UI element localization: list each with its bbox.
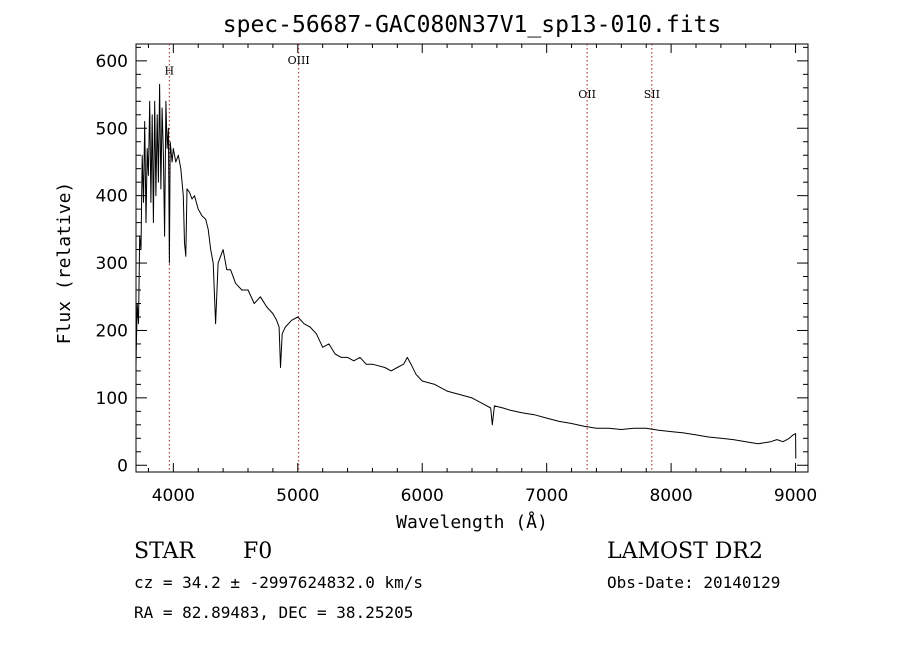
y-tick-label: 0 bbox=[117, 456, 128, 476]
y-tick-label: 100 bbox=[96, 389, 128, 409]
plot-area: 4000 5000 6000 7000 8000 9000 0 100 200 300 400 500… bbox=[96, 43, 817, 506]
spectrum-series-line bbox=[135, 83, 797, 459]
plot-frame bbox=[135, 43, 809, 473]
ra-dec-line: RA = 82.89483, DEC = 38.25205 bbox=[134, 603, 413, 622]
redshift-line: cz = 34.2 ± -2997624832.0 km/s bbox=[134, 573, 423, 592]
x-tick-label: 4000 bbox=[152, 486, 195, 506]
emission-line-label: OII bbox=[578, 88, 596, 101]
y-tick-label: 200 bbox=[96, 321, 128, 341]
y-tick-label: 600 bbox=[96, 52, 128, 72]
y-tick-label: 500 bbox=[96, 119, 128, 139]
x-tick-label: 6000 bbox=[401, 486, 444, 506]
x-tick-label: 7000 bbox=[525, 486, 568, 506]
survey-label: LAMOST DR2 bbox=[607, 539, 763, 564]
emission-line-label: OIII bbox=[288, 54, 310, 67]
spectral-subclass: F0 bbox=[243, 539, 272, 564]
x-tick-label: 5000 bbox=[276, 486, 319, 506]
emission-line-label: SII bbox=[644, 88, 660, 101]
x-tick-label: 8000 bbox=[649, 486, 692, 506]
x-axis-label: Wavelength (Å) bbox=[396, 511, 548, 533]
spectral-class: STAR bbox=[134, 539, 196, 564]
obs-date-line: Obs-Date: 20140129 bbox=[607, 573, 780, 592]
footer: STAR F0 cz = 34.2 ± -2997624832.0 km/s R… bbox=[134, 539, 780, 622]
y-tick-label: 300 bbox=[96, 254, 128, 274]
x-tick-label: 9000 bbox=[774, 486, 817, 506]
chart-title: spec-56687-GAC080N37V1_sp13-010.fits bbox=[223, 12, 722, 38]
y-axis-label: Flux (relative) bbox=[54, 182, 75, 345]
y-tick-label: 400 bbox=[96, 187, 128, 207]
emission-line-label: H bbox=[165, 64, 175, 77]
